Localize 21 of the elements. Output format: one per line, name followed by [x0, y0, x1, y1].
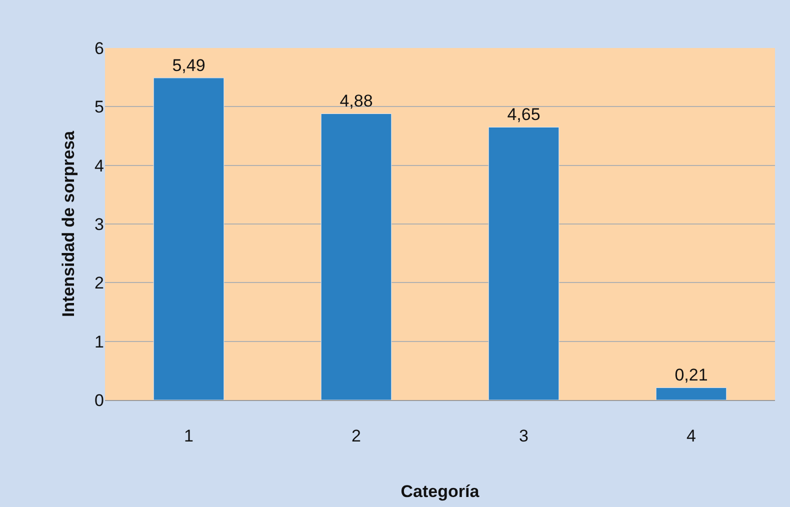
bar	[153, 78, 224, 400]
y-tick-label: 5	[94, 98, 104, 117]
y-tick-label: 1	[94, 332, 104, 352]
y-tick-label: 6	[94, 38, 104, 58]
data-label: 0,21	[674, 366, 708, 385]
bar	[488, 126, 560, 400]
data-label: 5,49	[172, 56, 206, 75]
x-axis-title: Categoría	[400, 482, 480, 501]
y-axis-title: Intensidad de sorpresa	[59, 130, 78, 318]
y-tick-label: 4	[94, 156, 104, 176]
x-tick-label: 1	[184, 426, 194, 446]
data-label: 4,65	[507, 105, 540, 124]
bar	[656, 387, 727, 400]
x-tick-label: 2	[352, 426, 361, 446]
x-tick-label: 4	[686, 426, 696, 446]
y-tick-label: 2	[94, 274, 104, 293]
data-label: 4,88	[340, 92, 373, 111]
x-tick-label: 3	[519, 426, 528, 446]
y-tick-label: 3	[94, 214, 104, 234]
y-tick-label: 0	[94, 390, 104, 410]
bar	[320, 113, 392, 400]
